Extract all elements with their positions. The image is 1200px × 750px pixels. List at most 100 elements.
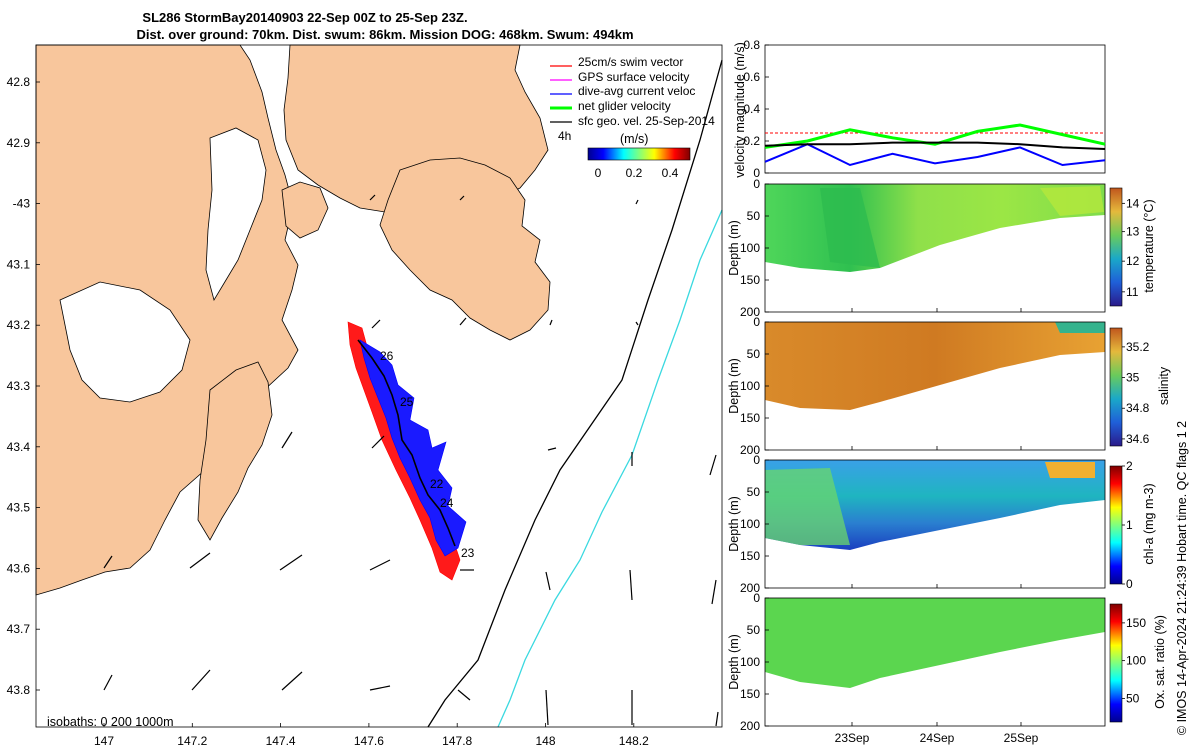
colorbar-tick-label: 150 (1126, 616, 1146, 630)
day-label-25: 25 (400, 395, 414, 409)
oxygen-field (765, 598, 1105, 688)
legend-label-sfcgeo: sfc geo. vel. 25-Sep-2014 (578, 114, 715, 128)
track-line (357, 339, 456, 547)
map-lat-tick-label: 43.4 (7, 440, 31, 454)
day-label-23: 23 (461, 546, 475, 560)
depth-tick-label: 50 (747, 347, 761, 361)
footer-credit: © IMOS 14-Apr-2024 21:24:39 Hobart time.… (1175, 421, 1189, 735)
map-land-peninsula (197, 361, 273, 541)
oxygen-colorbar (1109, 603, 1123, 723)
velocity-series-line (764, 143, 1106, 167)
legend-label-current: dive-avg current veloc (578, 84, 695, 98)
temperature-depth-label: Depth (m) (727, 220, 741, 276)
velocity-ylabel: velocity magnitude (m/s) (733, 42, 747, 177)
oxygen-depth-label: Depth (m) (727, 634, 741, 690)
day-label-26: 26 (380, 349, 394, 363)
map-lon-tick-label: 148 (535, 734, 555, 748)
velocity-series-line (764, 141, 1106, 150)
map-lat-tick-label: 42.9 (7, 136, 31, 150)
colorbar-tick-label: 0 (1126, 577, 1133, 591)
colorbar-tick-label: 34.6 (1126, 432, 1150, 446)
colorbar-tick-label: 12 (1126, 254, 1140, 268)
depth-tick-label: 0 (753, 177, 760, 191)
velocity-y-tick-label: 0.8 (743, 38, 760, 52)
map-lon-tick-label: 147.8 (442, 734, 472, 748)
velocity-series-line (764, 123, 1106, 149)
time-tick-label: 23Sep (835, 731, 870, 745)
map-land-east (379, 157, 551, 341)
map-lat-tick-label: 43.6 (7, 561, 31, 575)
velocity-series (764, 123, 1106, 167)
chla-field (765, 460, 1105, 550)
map-lat-tick-label: 43.3 (7, 379, 31, 393)
map-panel: 26 25 22 24 23 25cm/s swim vector GPS su… (7, 44, 723, 748)
depth-tick-label: 100 (740, 379, 760, 393)
depth-tick-label: 150 (740, 687, 760, 701)
depth-tick-label: 150 (740, 549, 760, 563)
figure-title-line1: SL286 StormBay20140903 22-Sep 00Z to 25-… (142, 10, 467, 25)
depth-tick-label: 0 (753, 315, 760, 329)
temperature-colorbar (1109, 187, 1123, 307)
map-land-central (281, 181, 329, 239)
colorbar-tick-label: 34.8 (1126, 401, 1150, 415)
map-lat-tick-label: 42.8 (7, 75, 31, 89)
map-lat-tick-label: 43.5 (7, 501, 31, 515)
depth-tick-label: 200 (740, 719, 760, 733)
legend-label-gps: GPS surface velocity (578, 70, 689, 84)
time-axis: 23Sep 24Sep 25Sep (835, 308, 1039, 745)
salinity-colorbar-label: salinity (1157, 366, 1171, 405)
time-tick-label: 24Sep (920, 731, 955, 745)
colorbar-tick-2: 0.4 (662, 166, 679, 180)
colorbar-tick-label: 13 (1126, 225, 1140, 239)
sfc-velocity-arrows (103, 194, 719, 727)
salinity-depth-label: Depth (m) (727, 358, 741, 414)
colorbar-tick-label: 100 (1126, 654, 1146, 668)
velocity-y-tick-label: 0 (753, 166, 760, 180)
map-inlet (205, 127, 267, 302)
chla-colorbar-label: chl-a (mg m-3) (1142, 483, 1156, 564)
chla-green-patch (765, 468, 850, 545)
colorbar-tick-label: 2 (1126, 459, 1133, 473)
map-lon-tick-label: 147.2 (177, 734, 207, 748)
colorbar-tick-label: 11 (1126, 285, 1139, 299)
depth-tick-label: 100 (740, 517, 760, 531)
temperature-panel (764, 183, 1123, 313)
map-legend: 25cm/s swim vector GPS surface velocity … (550, 55, 715, 180)
depth-tick-label: 50 (747, 623, 761, 637)
chla-colorbar (1109, 465, 1123, 585)
oxygen-colorbar-label: Ox. sat. ratio (%) (1153, 615, 1167, 709)
colorbar-tick-label: 50 (1126, 691, 1140, 705)
map-lat-tick-label: -43 (13, 197, 31, 211)
colorbar-prefix: 4h (558, 129, 571, 143)
salinity-panel (764, 321, 1123, 451)
chla-surface-bloom (1045, 462, 1095, 478)
map-lon-tick-label: 147 (94, 734, 114, 748)
depth-tick-label: 200 (740, 305, 760, 319)
map-lon-tick-label: 147.4 (266, 734, 296, 748)
temperature-warm-patch (1040, 186, 1104, 216)
map-lon-ticks: 147 147.2 147.4 147.6 147.8 148 148.2 (94, 723, 649, 748)
legend-label-net: net glider velocity (578, 99, 671, 113)
colorbar-tick-label: 1 (1126, 518, 1133, 532)
map-lon-tick-label: 148.2 (619, 734, 649, 748)
colorbar-tick-label: 14 (1126, 196, 1140, 210)
colorbar-tick-label: 35 (1126, 371, 1140, 385)
depth-tick-label: 150 (740, 411, 760, 425)
depth-tick-label: 100 (740, 241, 760, 255)
map-lon-tick-label: 147.6 (354, 734, 384, 748)
speed-colorbar (587, 147, 691, 161)
velocity-y-tick-label: 0.4 (743, 102, 760, 116)
velocity-axes (764, 44, 1106, 174)
colorbar-tick-label: 35.2 (1126, 340, 1150, 354)
isobath-1000m (497, 209, 723, 728)
map-lat-tick-label: 43.8 (7, 683, 31, 697)
depth-tick-label: 50 (747, 485, 761, 499)
isobaths-label: isobaths: 0 200 1000m (47, 715, 173, 729)
colorbar-title: (m/s) (620, 132, 648, 146)
figure-title-line2: Dist. over ground: 70km. Dist. swum: 86k… (136, 27, 633, 42)
velocity-y-tick-label: 0.2 (743, 134, 760, 148)
salinity-field (765, 322, 1105, 410)
isobath-200m (427, 59, 723, 728)
temperature-lens (820, 188, 880, 268)
